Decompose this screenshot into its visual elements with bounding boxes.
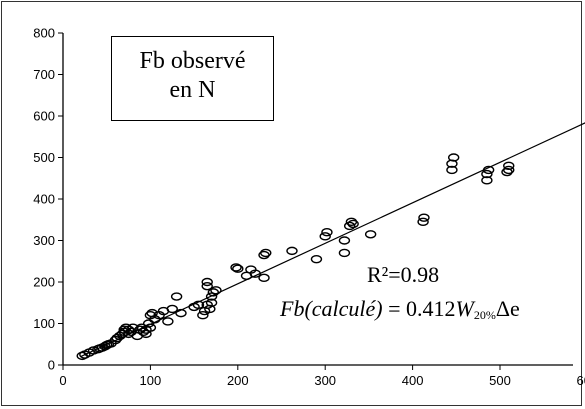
data-point bbox=[338, 236, 351, 245]
data-point bbox=[503, 161, 515, 171]
x-tick-label: 0 bbox=[59, 373, 66, 388]
y-tick-label: 500 bbox=[33, 150, 55, 165]
data-point bbox=[197, 311, 209, 320]
y-tick-label: 700 bbox=[33, 67, 55, 82]
formula-delta: Δe bbox=[495, 296, 520, 321]
data-point bbox=[418, 213, 430, 222]
data-point bbox=[338, 248, 351, 258]
data-point bbox=[258, 273, 270, 283]
data-point bbox=[481, 176, 493, 185]
data-point bbox=[162, 317, 174, 326]
data-point bbox=[232, 264, 244, 273]
data-point bbox=[446, 165, 458, 175]
formula-sub: 20% bbox=[473, 308, 496, 322]
x-tick-label: 200 bbox=[227, 373, 249, 388]
regression-formula: Fb(calculé) = 0.412W20%Δe bbox=[280, 296, 570, 323]
observed-label-line2: en N bbox=[169, 77, 216, 103]
x-tick-label: 100 bbox=[140, 373, 162, 388]
trendline bbox=[80, 122, 585, 358]
data-point bbox=[347, 219, 359, 229]
data-point bbox=[134, 325, 146, 334]
data-point bbox=[201, 281, 213, 291]
r-squared-label: R²=0.98 bbox=[367, 262, 440, 287]
formula-lhs: Fb(calculé) bbox=[280, 296, 383, 321]
data-point bbox=[166, 304, 178, 314]
data-point bbox=[447, 153, 460, 162]
data-point bbox=[481, 169, 493, 179]
y-tick-label: 600 bbox=[33, 109, 55, 124]
data-point bbox=[205, 298, 218, 307]
data-point bbox=[321, 227, 333, 237]
x-tick-label: 600 bbox=[577, 373, 585, 388]
y-tick-label: 200 bbox=[33, 275, 55, 290]
data-point bbox=[319, 232, 331, 241]
data-point bbox=[310, 254, 323, 264]
data-point bbox=[230, 263, 242, 272]
formula-w: W bbox=[455, 296, 474, 321]
x-tick-label: 400 bbox=[402, 373, 424, 388]
observed-label-box: Fb observé en N bbox=[111, 36, 274, 121]
y-tick-label: 0 bbox=[48, 358, 55, 373]
data-point bbox=[137, 327, 150, 336]
formula-eq: = 0.412 bbox=[382, 296, 456, 321]
y-tick-label: 100 bbox=[33, 316, 55, 331]
data-point bbox=[140, 329, 152, 339]
y-tick-label: 300 bbox=[33, 233, 55, 248]
data-point bbox=[142, 319, 155, 328]
data-point bbox=[364, 230, 377, 239]
data-point bbox=[345, 217, 358, 227]
data-point bbox=[201, 277, 213, 287]
data-point bbox=[503, 165, 515, 175]
data-point bbox=[205, 292, 218, 301]
y-tick-label: 800 bbox=[33, 26, 55, 41]
x-tick-label: 300 bbox=[314, 373, 336, 388]
x-tick-label: 500 bbox=[489, 373, 511, 388]
data-point bbox=[417, 217, 429, 227]
observed-label-line1: Fb observé bbox=[139, 48, 246, 74]
data-point bbox=[170, 292, 183, 301]
data-point bbox=[260, 248, 272, 258]
data-point bbox=[343, 221, 356, 231]
data-point bbox=[127, 323, 139, 332]
data-point bbox=[286, 246, 298, 256]
y-tick-label: 400 bbox=[33, 192, 55, 207]
data-point bbox=[258, 250, 270, 260]
